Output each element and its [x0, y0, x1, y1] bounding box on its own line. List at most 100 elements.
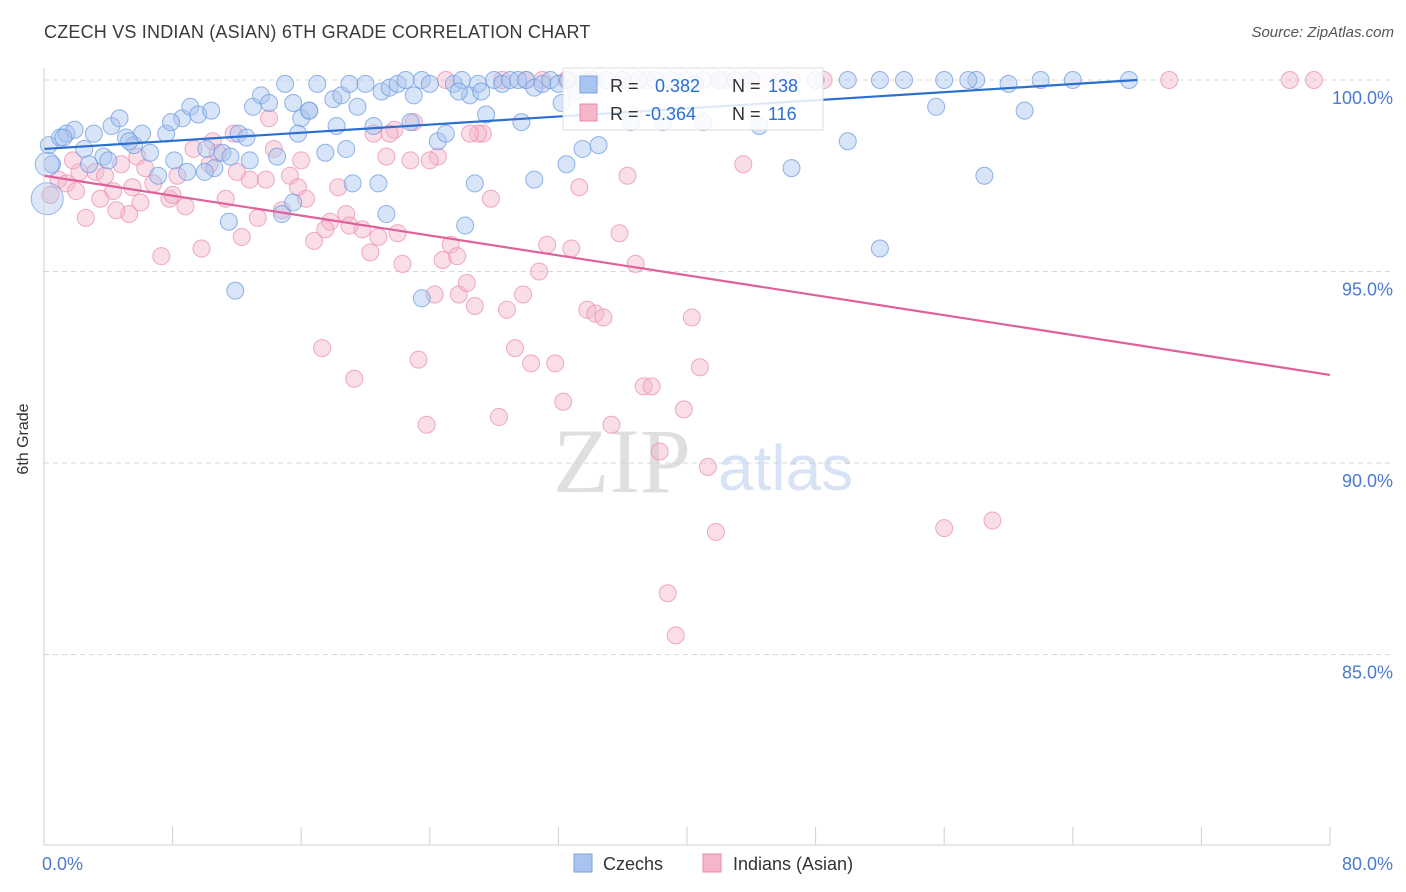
- indians-point: [457, 273, 476, 292]
- czechs-point: [436, 124, 455, 143]
- indians-point: [292, 151, 311, 170]
- indians-point: [123, 178, 142, 197]
- indians-point: [570, 178, 589, 197]
- czechs-point: [870, 71, 889, 89]
- indians-point: [409, 350, 428, 369]
- czechs-point: [202, 101, 221, 120]
- indians-point: [562, 239, 581, 258]
- czechs-point: [99, 151, 118, 170]
- czechs-point: [472, 82, 491, 101]
- indians-point: [345, 369, 364, 388]
- czechs-point: [300, 101, 319, 120]
- czechs-point: [477, 105, 496, 124]
- czechs-point: [316, 143, 335, 162]
- czechs-point: [1015, 101, 1034, 120]
- bottom-legend-label-czechs: Czechs: [603, 854, 663, 874]
- indians-point: [522, 354, 541, 373]
- watermark: ZIP atlas: [553, 410, 853, 512]
- y-tick-label: 90.0%: [1342, 471, 1393, 491]
- indians-point: [76, 208, 95, 227]
- indians-point: [554, 392, 573, 411]
- indians-point: [67, 182, 86, 201]
- legend-r-value-indians: -0.364: [645, 104, 696, 124]
- indians-point: [546, 354, 565, 373]
- indians-point: [674, 400, 693, 419]
- czechs-point: [895, 71, 914, 89]
- y-tick-label: 95.0%: [1342, 280, 1393, 300]
- indians-point: [666, 626, 685, 645]
- y-axis-label: 6th Grade: [15, 403, 32, 475]
- indians-point: [983, 511, 1002, 530]
- indians-point: [538, 235, 557, 254]
- indians-point: [232, 228, 251, 247]
- indians-point: [682, 308, 701, 327]
- czechs-point: [284, 193, 303, 212]
- x-tick-label: 80.0%: [1342, 854, 1393, 874]
- indians-point: [610, 224, 629, 243]
- czechs-point: [340, 74, 359, 93]
- czechs-point: [525, 170, 544, 189]
- indians-point: [433, 251, 452, 270]
- indians-point: [618, 166, 637, 185]
- czechs-point: [404, 86, 423, 105]
- czechs-point: [364, 116, 383, 135]
- czechs-point: [337, 139, 356, 158]
- indians-point: [1304, 71, 1323, 89]
- czechs-point: [268, 147, 287, 166]
- indians-point: [131, 193, 150, 212]
- watermark-atlas: atlas: [718, 432, 853, 504]
- indians-point: [497, 300, 516, 319]
- indians-point: [388, 224, 407, 243]
- indians-point: [489, 408, 508, 427]
- czechs-point: [75, 139, 94, 158]
- czechs-point: [34, 151, 60, 177]
- chart-title: CZECH VS INDIAN (ASIAN) 6TH GRADE CORREL…: [44, 22, 591, 42]
- indians-point: [340, 216, 359, 235]
- czechs-point: [348, 97, 367, 116]
- czechs-point: [975, 166, 994, 185]
- indians-point: [256, 170, 275, 189]
- czechs-point: [221, 147, 240, 166]
- indians-point: [401, 151, 420, 170]
- indians-point: [168, 166, 187, 185]
- czechs-point: [84, 124, 103, 143]
- indians-point: [530, 262, 549, 281]
- y-axis-label-wrap: 6th Grade: [4, 380, 44, 500]
- czechs-point: [165, 151, 184, 170]
- legend-n-value-indians: 116: [768, 104, 797, 124]
- czechs-point: [512, 113, 531, 132]
- source-note: Source: ZipAtlas.com: [1251, 24, 1394, 41]
- indians-point: [473, 124, 492, 143]
- indians-point: [248, 208, 267, 227]
- indians-point: [377, 147, 396, 166]
- indians-point: [380, 124, 399, 143]
- bottom-legend-label-indians: Indians (Asian): [733, 854, 853, 874]
- indians-point: [393, 254, 412, 273]
- indians-point: [420, 151, 439, 170]
- indians-point: [107, 201, 126, 220]
- czechs-point: [110, 109, 129, 128]
- correlation-legend: R = 0.382 N = 138 R = -0.364 N = 116: [562, 67, 824, 131]
- czechs-point: [870, 239, 889, 258]
- czechs-point: [226, 281, 245, 300]
- czechs-point: [178, 162, 197, 181]
- indians-point: [514, 285, 533, 304]
- czechs-point: [260, 93, 279, 112]
- indians-point: [602, 415, 621, 434]
- czechs-point: [149, 166, 168, 185]
- czechs-point: [589, 136, 608, 155]
- x-tick-label: 0.0%: [42, 854, 83, 874]
- czechs-point: [1031, 71, 1050, 89]
- czechs-point: [30, 182, 64, 216]
- czechs-point: [927, 97, 946, 116]
- czechs-point: [465, 174, 484, 193]
- watermark-zip: ZIP: [553, 410, 691, 512]
- czechs-point: [1063, 71, 1082, 89]
- indians-point: [86, 162, 105, 181]
- legend-n-value-czechs: 138: [768, 76, 798, 96]
- czechs-point: [838, 132, 857, 151]
- czechs-point: [54, 128, 73, 147]
- indians-point: [260, 109, 279, 128]
- indians-point: [505, 339, 524, 358]
